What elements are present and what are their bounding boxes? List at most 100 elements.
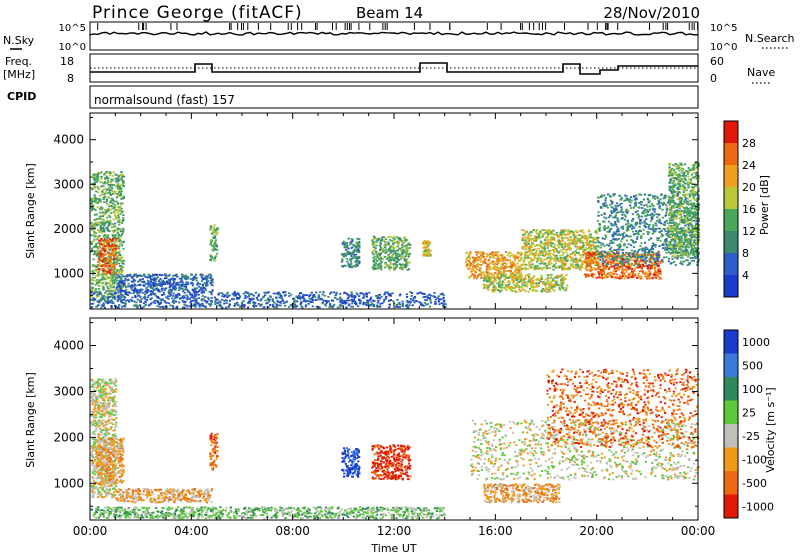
echo-region	[341, 447, 361, 478]
y-tick-label: 2000	[53, 222, 84, 236]
colorbar-swatch	[724, 121, 738, 144]
colorbar-tick-label: 100	[742, 383, 763, 396]
noise-panel	[89, 21, 699, 51]
noise-sky-trace	[89, 31, 698, 36]
y-tick-label: 3000	[53, 384, 84, 398]
colorbar-tick-label: 28	[742, 137, 756, 150]
x-tick-label: 20:00	[579, 524, 614, 538]
colorbar-swatch	[724, 231, 738, 254]
echo-region	[115, 488, 213, 504]
y-tick-label: 1000	[53, 266, 84, 280]
y-tick-label: 1000	[53, 476, 84, 490]
colorbar-swatch	[724, 447, 738, 472]
colorbar-frame	[723, 120, 739, 298]
velocity-colorbar-label: Velocity [m s⁻¹]	[764, 387, 777, 472]
colorbar-swatch	[724, 400, 738, 425]
noise-tick-top: 10^5	[59, 23, 86, 34]
date-label: 28/Nov/2010	[603, 4, 700, 22]
colorbar-swatch	[724, 253, 738, 276]
cpid-panel	[89, 85, 699, 109]
frequency-trace	[90, 62, 698, 75]
beam-label: Beam 14	[356, 4, 423, 22]
cpid-label: CPID	[7, 90, 36, 103]
power-colorbar-label: Power [dB]	[758, 175, 771, 235]
echo-region	[115, 273, 214, 293]
plot-area	[90, 318, 698, 520]
echo-region	[209, 432, 219, 471]
y-tick-label: 4000	[53, 133, 84, 147]
station-title: Prince George (fitACF)	[92, 3, 303, 23]
noise-tick-bottom: 10^0	[59, 42, 86, 53]
colorbar-tick-label: -500	[742, 477, 767, 490]
echo-region	[209, 224, 219, 262]
x-tick-label: 00:00	[681, 524, 716, 538]
cpid-value: normalsound (fast) 157	[94, 93, 235, 107]
colorbar-tick-label: 8	[742, 247, 749, 260]
colorbar-swatch	[724, 275, 738, 298]
colorbar-tick-label: -1000	[742, 500, 774, 513]
colorbar-swatch	[724, 165, 738, 188]
nave-tick-bottom: 0	[710, 72, 717, 85]
plot-area	[90, 113, 698, 309]
colorbar-swatch	[724, 209, 738, 232]
power-colorbar: 4 8 12 16 20 24 28	[723, 120, 756, 298]
colorbar-swatch	[724, 330, 738, 354]
colorbar-swatch	[724, 353, 738, 378]
colorbar-tick-label: 20	[742, 181, 756, 194]
x-tick-label: 04:00	[174, 524, 209, 538]
y-tick-label: 3000	[53, 177, 84, 191]
noise-tick-right-top: 10^5	[710, 23, 737, 34]
x-tick-label: 12:00	[377, 524, 412, 538]
colorbar-tick-label: 25	[742, 406, 756, 419]
echo-region	[97, 237, 118, 275]
freq-tick-bottom: 8	[67, 72, 74, 85]
velocity-colorbar: 1000 500 100 25 -25 -100 -500 -1000	[723, 329, 774, 519]
parameter-traces	[89, 23, 699, 75]
echo-region	[667, 162, 701, 258]
colorbar-tick-label: 12	[742, 225, 756, 238]
echo-region	[482, 273, 569, 293]
echo-region	[371, 444, 412, 481]
x-tick-label: 16:00	[478, 524, 513, 538]
power-panel: 1000 2000 3000 4000	[53, 112, 701, 310]
colorbar-frame	[723, 329, 739, 519]
colorbar-tick-label: -25	[742, 430, 760, 443]
noise-tick-right-bottom: 10^0	[710, 42, 737, 53]
echo-region	[340, 237, 361, 269]
echo-region	[546, 368, 701, 449]
echo-region	[371, 235, 412, 271]
nave-label: Nave	[747, 66, 775, 79]
colorbar-swatch	[724, 494, 738, 519]
colorbar-tick-label: 1000	[742, 336, 770, 349]
colorbar-swatch	[724, 377, 738, 401]
colorbar-swatch	[724, 143, 738, 166]
y-tick-label: 4000	[53, 339, 84, 353]
freq-tick-top: 18	[60, 55, 74, 68]
colorbar-swatch	[724, 187, 738, 210]
colorbar-tick-label: 4	[742, 269, 749, 282]
nsearch-label: N.Search	[745, 32, 795, 45]
freq-unit-label: [MHz]	[3, 68, 35, 81]
nave-tick-top: 60	[710, 55, 724, 68]
power-ylabel: Slant Range [km]	[24, 163, 37, 259]
freq-label: Freq.	[5, 55, 32, 68]
velocity-panel: 00:00 04:00 08:00 12:00 16:00 20:00 00:00 1000 2…	[53, 317, 716, 538]
echo-region	[90, 291, 447, 309]
colorbar-tick-label: 16	[742, 203, 756, 216]
nsky-label: N.Sky	[3, 34, 35, 47]
echo-region	[482, 483, 561, 504]
x-tick-label: 08:00	[275, 524, 310, 538]
xlabel: Time UT	[370, 542, 416, 554]
echo-region	[421, 240, 432, 257]
colorbar-tick-label: 24	[742, 159, 756, 172]
echo-region	[95, 437, 126, 485]
x-tick-label: 00:00	[73, 524, 108, 538]
y-tick-label: 2000	[53, 430, 84, 444]
velocity-ylabel: Slant Range [km]	[24, 372, 37, 468]
colorbar-swatch	[724, 471, 738, 495]
colorbar-swatch	[724, 424, 738, 448]
colorbar-tick-label: -100	[742, 453, 767, 466]
echo-region	[90, 506, 447, 520]
